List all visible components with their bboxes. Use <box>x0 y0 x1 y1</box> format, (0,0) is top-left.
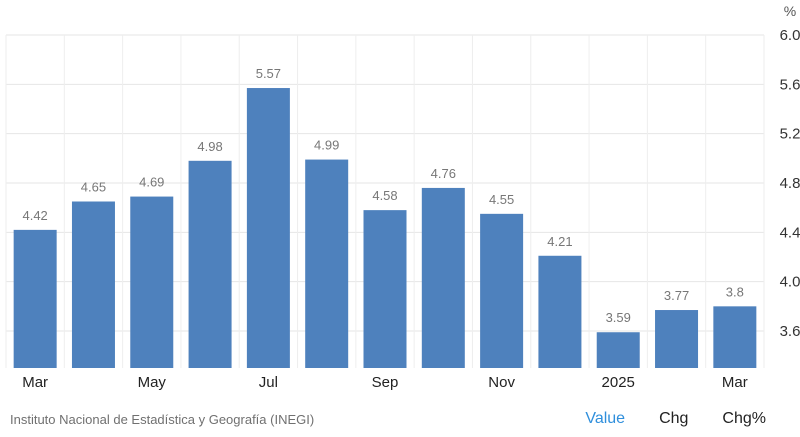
data-label: 4.99 <box>314 138 339 153</box>
y-axis-ticks: 3.6 4.0 4.4 4.8 5.2 5.6 6.0 <box>780 27 800 340</box>
y-tick-label: 3.6 <box>780 323 800 340</box>
x-tick-label: Mar <box>22 374 48 391</box>
bar[interactable] <box>596 332 640 368</box>
x-tick-label: 2025 <box>602 374 635 391</box>
x-tick-label: Jul <box>259 374 278 391</box>
x-tick-label: May <box>138 374 167 391</box>
data-label: 3.59 <box>606 310 631 325</box>
data-label: 4.58 <box>372 188 397 203</box>
bar[interactable] <box>421 187 465 368</box>
x-tick-label: Mar <box>722 374 748 391</box>
tab-chg[interactable]: Chg <box>659 410 689 427</box>
source-label: Instituto Nacional de Estadística y Geog… <box>10 412 315 427</box>
bar[interactable] <box>538 255 582 368</box>
bars <box>13 88 757 369</box>
gridlines <box>5 34 765 368</box>
bar[interactable] <box>713 306 757 368</box>
data-label: 4.98 <box>197 139 222 154</box>
view-tabs: Value Chg Chg% <box>585 410 766 428</box>
data-label: 3.8 <box>726 284 744 299</box>
bar-chart: 4.42 4.65 4.69 4.98 5.57 4.99 4.58 4.76 4.55 4.21… <box>5 3 800 391</box>
x-axis-ticks: Mar May Jul Sep Nov 2025 Mar <box>22 374 748 391</box>
bar[interactable] <box>305 159 349 368</box>
bar[interactable] <box>188 160 232 368</box>
data-label: 4.55 <box>489 192 514 207</box>
bar[interactable] <box>480 213 524 368</box>
bar[interactable] <box>71 201 115 369</box>
y-tick-label: 6.0 <box>780 27 800 44</box>
tab-chg-percent[interactable]: Chg% <box>722 410 766 427</box>
x-tick-label: Nov <box>488 374 515 391</box>
data-label: 4.76 <box>431 166 456 181</box>
y-tick-label: 4.0 <box>780 274 800 291</box>
bar[interactable] <box>130 196 174 368</box>
y-axis-unit: % <box>784 3 796 19</box>
chart-footer: Instituto Nacional de Estadística y Geog… <box>0 404 800 437</box>
data-label: 4.42 <box>22 208 47 223</box>
bar[interactable] <box>246 88 290 369</box>
data-label: 3.77 <box>664 288 689 303</box>
x-tick-label: Sep <box>372 374 399 391</box>
data-label: 4.21 <box>547 234 572 249</box>
bar[interactable] <box>13 229 57 368</box>
data-labels: 4.42 4.65 4.69 4.98 5.57 4.99 4.58 4.76 4.55 4.21… <box>22 66 743 325</box>
bar[interactable] <box>655 310 699 368</box>
y-tick-label: 5.2 <box>780 126 800 143</box>
y-tick-label: 4.4 <box>780 224 800 241</box>
data-label: 4.69 <box>139 175 164 190</box>
y-tick-label: 4.8 <box>780 175 800 192</box>
y-tick-label: 5.6 <box>780 76 800 93</box>
data-label: 4.65 <box>81 180 106 195</box>
tab-value[interactable]: Value <box>585 410 626 427</box>
bar[interactable] <box>363 210 407 368</box>
data-label: 5.57 <box>256 66 281 81</box>
